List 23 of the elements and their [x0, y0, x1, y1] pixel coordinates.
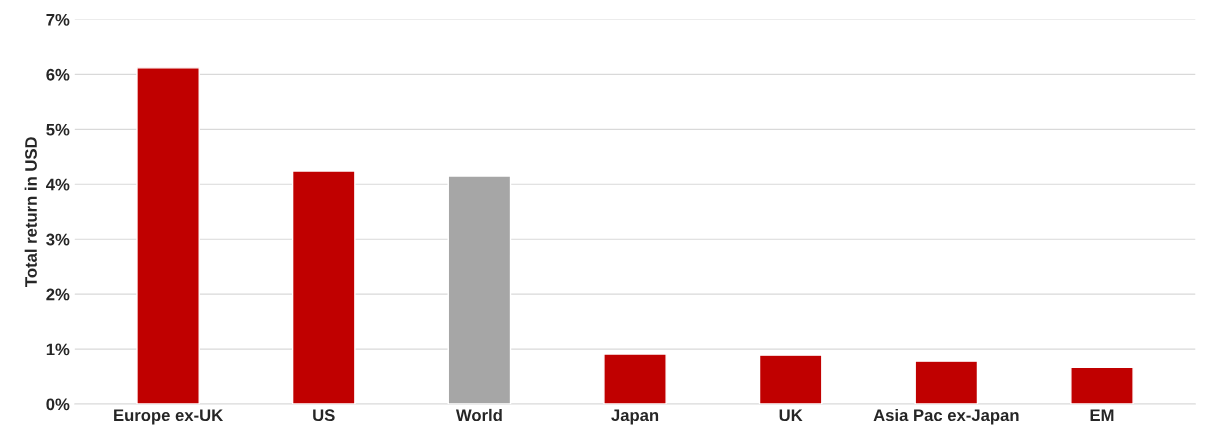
x-tick-label: World [455, 408, 502, 422]
bar [1070, 366, 1134, 405]
y-tick-label: 4% [46, 178, 70, 191]
x-tick-label: Europe ex-UK [114, 409, 224, 425]
x-tick-label: UK [779, 409, 803, 422]
y-tick-label: 7% [46, 13, 70, 26]
x-tick-label: US [313, 409, 335, 422]
bar [136, 67, 200, 405]
y-tick-label: 0% [46, 398, 70, 411]
bar [291, 170, 356, 405]
bar [447, 175, 512, 405]
bar [914, 360, 979, 405]
x-tick-label: Japan [611, 409, 659, 425]
y-tick-label: 5% [46, 123, 70, 136]
y-tick-label: 2% [46, 288, 70, 301]
y-tick-label: 6% [46, 68, 70, 81]
y-tick-label: 1% [46, 343, 70, 356]
y-tick-label: 3% [46, 233, 70, 246]
bar [758, 354, 823, 405]
bar [603, 353, 667, 405]
x-tick-label: Asia Pac ex-Japan [873, 408, 1019, 425]
y-axis-title: Total return in USD [24, 137, 37, 287]
x-tick-label: EM [1090, 409, 1114, 421]
